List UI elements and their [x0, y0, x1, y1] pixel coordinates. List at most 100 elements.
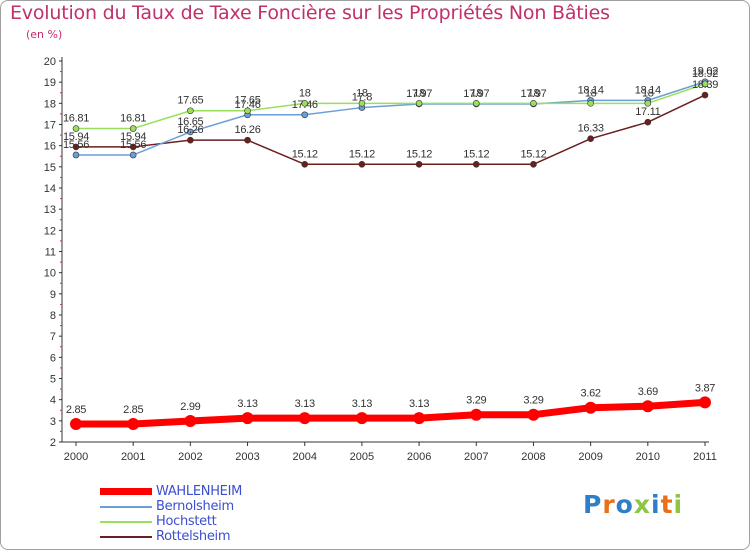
- data-label-rottelsheim: 15.94: [63, 131, 89, 143]
- data-label-hochstett: 16.81: [120, 113, 146, 125]
- logo-letter: x: [633, 490, 651, 519]
- point-rottelsheim: [358, 160, 366, 168]
- series-line-rottelsheim: [76, 94, 706, 166]
- point-rottelsheim: [472, 160, 480, 168]
- point-wahlenheim: [413, 412, 426, 425]
- y-tick-label: 3: [50, 416, 56, 428]
- legend-swatch-hochstett: [100, 521, 152, 523]
- data-label-bernolsheim: 17.46: [235, 99, 261, 111]
- y-tick-label: 7: [50, 331, 56, 343]
- y-tick-label: 11: [45, 247, 56, 259]
- x-tick-label: 2008: [521, 451, 545, 463]
- data-label-wahlenheim: 3.13: [295, 398, 315, 410]
- data-label-hochstett: 18: [642, 87, 654, 99]
- data-label-hochstett: 18: [528, 87, 540, 99]
- legend-label-rottelsheim: Rottelsheim: [156, 529, 231, 544]
- point-hochstett: [701, 80, 709, 88]
- y-tick-label: 20: [44, 56, 56, 68]
- x-tick-label: 2005: [350, 451, 374, 463]
- point-rottelsheim: [701, 91, 709, 99]
- data-label-bernolsheim: 18.14: [578, 84, 604, 96]
- proxiti-logo: Proxiti: [583, 490, 683, 519]
- series-lines: [70, 78, 711, 431]
- data-label-bernolsheim: 17.97: [406, 88, 432, 100]
- data-label-wahlenheim: 3.62: [581, 388, 601, 400]
- y-tick-label: 10: [44, 268, 56, 280]
- legend-item-bernolsheim: Bernolsheim: [100, 499, 320, 514]
- logo-letter: i: [651, 490, 661, 519]
- point-wahlenheim: [641, 400, 654, 413]
- legend-item-wahlenheim: WAHLENHEIM: [100, 484, 320, 499]
- data-label-bernolsheim: 15.56: [120, 139, 146, 151]
- x-tick-label: 2011: [693, 451, 717, 463]
- data-label-rottelsheim: 15.12: [292, 148, 318, 160]
- point-wahlenheim: [298, 412, 311, 425]
- data-label-wahlenheim: 3.87: [695, 382, 715, 394]
- legend-item-rottelsheim: Rottelsheim: [100, 529, 320, 544]
- point-wahlenheim: [184, 415, 197, 428]
- point-hochstett: [129, 125, 137, 132]
- point-hochstett: [72, 125, 80, 132]
- series-line-wahlenheim: [76, 398, 706, 428]
- data-label-wahlenheim: 2.99: [180, 401, 200, 413]
- x-tick-label: 2000: [64, 451, 88, 463]
- x-tick-label: 2009: [578, 451, 602, 463]
- data-label-rottelsheim: 16.26: [235, 124, 261, 136]
- y-tick-label: 17: [44, 120, 56, 132]
- point-rottelsheim: [530, 160, 537, 168]
- legend-swatch-wahlenheim: [100, 488, 152, 495]
- point-hochstett: [587, 100, 594, 107]
- y-unit-label: (en %): [26, 28, 63, 41]
- data-label-rottelsheim: 18.39: [692, 79, 718, 91]
- data-label-bernolsheim: 19.02: [692, 66, 718, 78]
- point-hochstett: [644, 100, 652, 107]
- data-label-wahlenheim: 3.13: [409, 398, 429, 410]
- chart-title: Evolution du Taux de Taxe Foncière sur l…: [10, 2, 610, 24]
- point-hochstett: [358, 100, 366, 107]
- data-label-bernolsheim: 16.65: [177, 116, 203, 128]
- data-label-wahlenheim: 2.85: [123, 404, 143, 416]
- axes: 2 3 4 5 6 7 8 9 10 11 12 13 14 15 16 17 18 19 20 2000 2001 20…: [44, 56, 717, 463]
- point-wahlenheim: [127, 418, 140, 431]
- y-tick-label: 16: [44, 141, 56, 153]
- x-tick-label: 2003: [235, 451, 259, 463]
- y-tick-label: 15: [44, 162, 56, 174]
- x-tick-label: 2001: [121, 451, 145, 463]
- data-label-wahlenheim: 3.13: [352, 398, 372, 410]
- data-label-bernolsheim: 17.8: [352, 92, 372, 104]
- x-tick-label: 2010: [636, 451, 660, 463]
- point-wahlenheim: [584, 401, 597, 414]
- data-label-wahlenheim: 2.85: [66, 404, 86, 416]
- data-label-hochstett: 17.65: [177, 95, 203, 107]
- legend-swatch-rottelsheim: [100, 536, 152, 538]
- data-label-bernolsheim: 17.46: [292, 99, 318, 111]
- data-label-hochstett: 18: [299, 87, 311, 99]
- point-bernolsheim: [72, 151, 80, 159]
- x-tick-label: 2007: [464, 451, 488, 463]
- data-label-bernolsheim: 17.97: [463, 88, 489, 100]
- point-rottelsheim: [72, 143, 80, 151]
- legend-item-hochstett: Hochstett: [100, 514, 320, 529]
- legend-label-hochstett: Hochstett: [156, 514, 217, 529]
- data-label-rottelsheim: 15.94: [120, 131, 146, 143]
- y-tick-label: 5: [50, 374, 56, 386]
- point-hochstett: [244, 107, 251, 115]
- point-hochstett: [415, 100, 423, 107]
- point-rottelsheim: [187, 136, 194, 144]
- data-label-hochstett: 18: [356, 87, 368, 99]
- data-label-hochstett: 18: [413, 87, 425, 99]
- y-tick-label: 14: [44, 183, 56, 195]
- y-tick-label: 6: [50, 352, 56, 364]
- point-rottelsheim: [415, 160, 423, 168]
- point-wahlenheim: [241, 412, 254, 425]
- logo-letter: t: [660, 490, 674, 519]
- point-wahlenheim: [70, 418, 82, 431]
- y-tick-label: 4: [50, 395, 56, 407]
- point-hochstett: [301, 100, 309, 107]
- point-rottelsheim: [644, 118, 652, 126]
- point-bernolsheim: [301, 111, 309, 119]
- x-tick-label: 2006: [407, 451, 431, 463]
- data-label-bernolsheim: 15.56: [63, 139, 89, 151]
- data-label-rottelsheim: 15.12: [406, 148, 432, 160]
